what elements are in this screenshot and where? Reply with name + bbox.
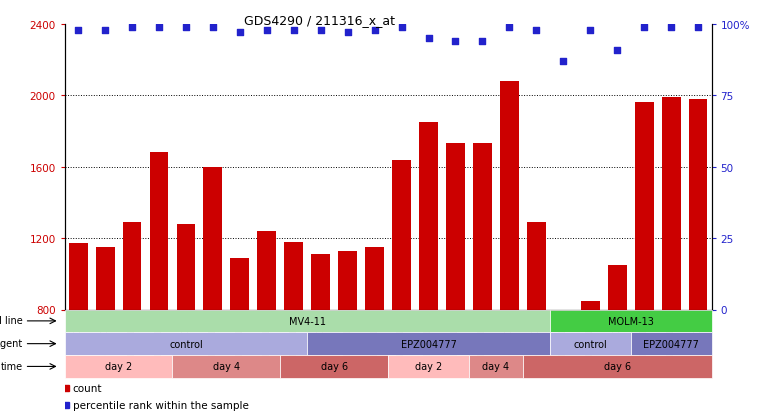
Point — [180, 24, 192, 31]
Point — [261, 27, 273, 34]
Text: MV4-11: MV4-11 — [288, 316, 326, 326]
Point — [342, 30, 354, 37]
Bar — [419, 123, 438, 310]
Bar — [123, 223, 142, 310]
Bar — [500, 82, 519, 310]
Point — [476, 38, 489, 45]
Text: percentile rank within the sample: percentile rank within the sample — [73, 400, 249, 410]
Point — [396, 24, 408, 31]
Text: GDS4290 / 211316_x_at: GDS4290 / 211316_x_at — [244, 14, 395, 27]
Bar — [365, 247, 384, 310]
Text: day 6: day 6 — [603, 361, 631, 372]
Bar — [203, 167, 222, 310]
Bar — [446, 144, 465, 310]
Text: count: count — [73, 383, 102, 393]
Bar — [96, 247, 115, 310]
Point — [368, 27, 380, 34]
Bar — [177, 224, 196, 310]
Text: day 4: day 4 — [213, 361, 240, 372]
Bar — [311, 254, 330, 310]
Bar — [231, 258, 250, 310]
Bar — [338, 251, 357, 310]
Bar — [285, 242, 303, 310]
Point — [314, 27, 326, 34]
Point — [503, 24, 515, 31]
Bar — [554, 310, 573, 311]
Text: day 6: day 6 — [320, 361, 348, 372]
Text: MOLM-13: MOLM-13 — [608, 316, 654, 326]
Point — [692, 24, 704, 31]
Bar — [608, 265, 626, 310]
Point — [72, 27, 84, 34]
Bar — [581, 301, 600, 310]
Text: EPZ004777: EPZ004777 — [643, 339, 699, 349]
Point — [234, 30, 246, 37]
Point — [665, 24, 677, 31]
Point — [99, 27, 111, 34]
Text: agent: agent — [0, 338, 23, 348]
Point — [207, 24, 219, 31]
Bar — [473, 144, 492, 310]
Text: cell line: cell line — [0, 316, 23, 325]
Point — [557, 59, 569, 65]
Text: day 2: day 2 — [105, 361, 132, 372]
Point — [126, 24, 139, 31]
Point — [450, 38, 462, 45]
Text: time: time — [1, 361, 23, 371]
Text: day 2: day 2 — [415, 361, 442, 372]
Bar — [150, 153, 168, 310]
Bar — [257, 231, 276, 310]
Bar — [635, 103, 654, 310]
Bar — [527, 223, 546, 310]
Text: day 4: day 4 — [482, 361, 509, 372]
Bar — [661, 98, 680, 310]
Bar — [68, 244, 88, 310]
Point — [584, 27, 597, 34]
Point — [530, 27, 543, 34]
Bar — [689, 100, 708, 310]
Point — [422, 36, 435, 43]
Text: control: control — [169, 339, 203, 349]
Text: control: control — [573, 339, 607, 349]
Bar — [392, 160, 411, 310]
Point — [288, 27, 300, 34]
Point — [611, 47, 623, 54]
Text: EPZ004777: EPZ004777 — [400, 339, 457, 349]
Point — [638, 24, 650, 31]
Point — [153, 24, 165, 31]
